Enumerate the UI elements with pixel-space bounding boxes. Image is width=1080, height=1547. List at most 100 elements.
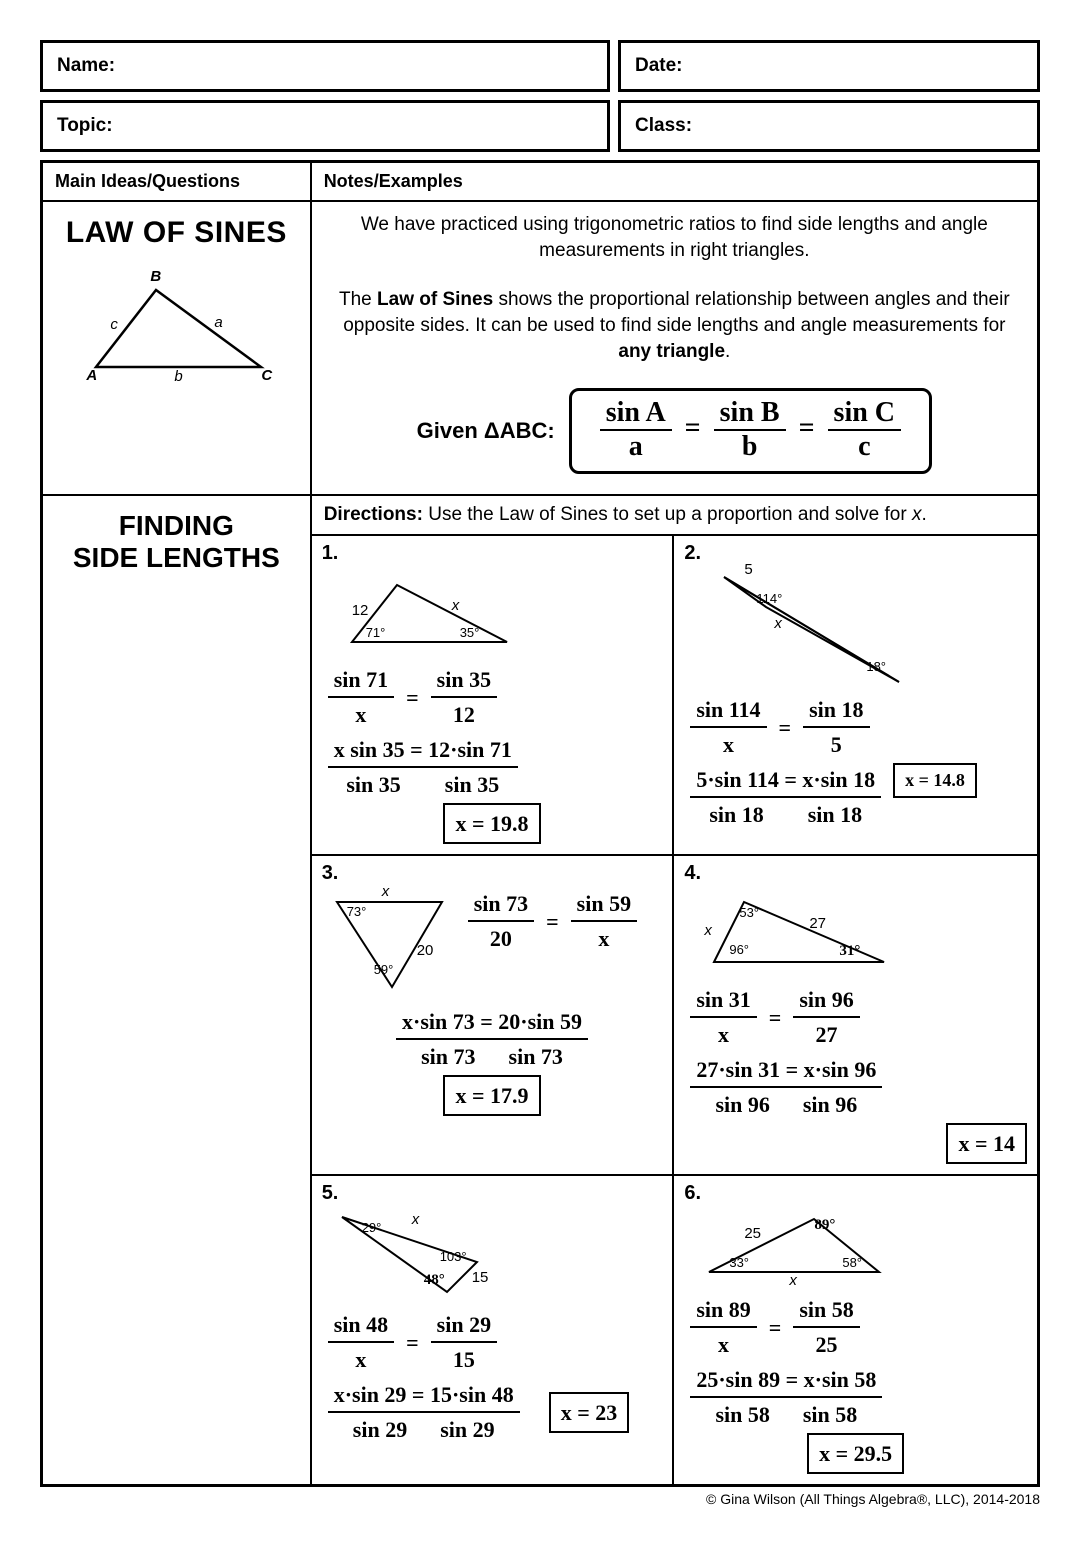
p3-num: 3. — [322, 862, 339, 884]
f2-den: b — [736, 431, 764, 463]
topic-field: Topic: — [40, 100, 610, 152]
eq2: = — [799, 413, 815, 444]
p5-side2: x — [412, 1211, 420, 1228]
p2-side2: x — [774, 615, 782, 632]
p3-work: sin 7320 = sin 59x — [462, 885, 643, 1003]
p3-pr-den: x — [592, 922, 615, 955]
finding-title-2: SIDE LENGTHS — [49, 542, 304, 574]
problem-6: 6. 25 x 89° 33° 58° sin 89x = — [674, 1176, 1037, 1484]
p1-work: sin 71x = sin 3512 x sin 35 = 12·sin 71 … — [322, 663, 663, 844]
p1-l2r: 12·sin 71 — [428, 737, 512, 762]
p2-pl-den: x — [717, 728, 740, 761]
p4-pr-den: 27 — [810, 1018, 844, 1051]
class-field: Class: — [618, 100, 1040, 152]
intro-bold2: any triangle — [618, 341, 725, 362]
copyright-footer: © Gina Wilson (All Things Algebra®, LLC)… — [40, 1491, 1040, 1507]
p3-side1: 20 — [417, 942, 434, 959]
p2-work: sin 114x = sin 185 5·sin 114 = x·sin 18 … — [684, 693, 1027, 831]
p4-answer: x = 14 — [946, 1123, 1027, 1164]
p1-pl-num: sin 71 — [328, 663, 394, 698]
p2-triangle: 5 x 114° 18° — [684, 567, 1027, 687]
p6-side1: 25 — [744, 1225, 761, 1242]
p6-num: 6. — [684, 1182, 701, 1204]
given-line: Given ΔABC: sin Aa = sin Bb = sin Cc — [312, 378, 1037, 494]
problem-5: 5. x 15 29° 103° 48° sin 48x — [312, 1176, 675, 1484]
date-field: Date: — [618, 40, 1040, 92]
p6-l3r: sin 58 — [803, 1402, 857, 1427]
p2-l2: 5·sin 114 = x·sin 18 — [690, 763, 881, 798]
p1-ang2: 35° — [460, 625, 480, 640]
p1-triangle: 12 x 71° 35° — [322, 567, 663, 657]
p4-l3l: sin 96 — [715, 1092, 769, 1117]
name-field: Name: — [40, 40, 610, 92]
column-headers: Main Ideas/Questions Notes/Examples — [42, 162, 1039, 202]
p5-pl-den: x — [349, 1343, 372, 1376]
finding-title-1: FINDING — [49, 510, 304, 542]
p1-num: 1. — [322, 542, 339, 564]
p5-answer: x = 23 — [549, 1392, 630, 1433]
p4-side2: x — [704, 922, 712, 939]
p6-work: sin 89x = sin 5825 25·sin 89 = x·sin 58 … — [684, 1293, 1027, 1474]
intro-text-1: We have practiced using trigonometric ra… — [312, 202, 1037, 277]
side-c: c — [110, 316, 118, 333]
problem-4: 4. x 27 53° 96° 31° sin 31x = — [674, 856, 1037, 1176]
intro-text-2: The Law of Sines shows the proportional … — [312, 277, 1037, 378]
p6-answer: x = 29.5 — [807, 1433, 904, 1474]
directions-text: Use the Law of Sines to set up a proport… — [423, 504, 912, 525]
p4-ang1: 53° — [739, 905, 759, 920]
main-table: Main Ideas/Questions Notes/Examples LAW … — [40, 160, 1040, 1487]
finding-right-cell: Directions: Use the Law of Sines to set … — [311, 495, 1039, 1486]
p4-l3r: sin 96 — [803, 1092, 857, 1117]
directions-label: Directions: — [324, 504, 423, 525]
p5-ang1: 29° — [362, 1220, 382, 1235]
f1-den: a — [623, 431, 649, 463]
p5-pl-num: sin 48 — [328, 1308, 394, 1343]
p6-triangle: 25 x 89° 33° 58° — [684, 1207, 1027, 1287]
law-of-sines-row: LAW OF SINES B A C a b c We have p — [42, 201, 1039, 495]
problem-1: 1. 12 x 71° 35° sin 71x = s — [312, 536, 675, 856]
vertex-A: A — [86, 367, 97, 384]
p6-ang3: 58° — [842, 1255, 862, 1270]
finding-row: FINDING SIDE LENGTHS Directions: Use the… — [42, 495, 1039, 1486]
p1-l2l: x sin 35 = — [334, 737, 423, 762]
intro-pre: The — [339, 289, 377, 310]
p2-answer: x = 14.8 — [893, 763, 977, 798]
p6-ang1: 89° — [814, 1217, 835, 1234]
side-b: b — [174, 368, 182, 385]
p6-pl-den: x — [712, 1328, 735, 1361]
p4-side1: 27 — [809, 915, 826, 932]
f1-num: sin A — [600, 397, 672, 431]
vertex-C: C — [261, 367, 272, 384]
p1-pr-num: sin 35 — [431, 663, 497, 698]
p3-l3r: sin 73 — [509, 1044, 563, 1069]
p4-triangle: x 27 53° 96° 31° — [684, 887, 1027, 977]
p3-l2: x·sin 73 = 20·sin 59 — [396, 1005, 588, 1040]
p2-pl-num: sin 114 — [690, 693, 766, 728]
f3-num: sin C — [828, 397, 901, 431]
p5-l3r: sin 29 — [440, 1417, 494, 1442]
p4-ang3: 31° — [839, 943, 860, 960]
directions-post: . — [921, 504, 926, 525]
p2-side1: 5 — [744, 561, 752, 578]
p2-pr-den: 5 — [825, 728, 848, 761]
p1-l3l: sin 35 — [346, 772, 400, 797]
law-formula-box: sin Aa = sin Bb = sin Cc — [569, 388, 932, 474]
p6-pr-num: sin 58 — [793, 1293, 859, 1328]
p3-pr-num: sin 59 — [571, 887, 637, 922]
p6-pl-num: sin 89 — [690, 1293, 756, 1328]
p5-ang2: 103° — [440, 1249, 467, 1264]
p6-side2: x — [789, 1272, 797, 1289]
p2-ang1: 114° — [756, 591, 782, 606]
problem-2: 2. 5 x 114° 18° sin 114x = — [674, 536, 1037, 856]
p1-pr-den: 12 — [447, 698, 481, 731]
p1-pl-den: x — [349, 698, 372, 731]
col-left-header: Main Ideas/Questions — [42, 162, 311, 202]
p3-triangle: x 20 73° 59° — [322, 887, 452, 997]
eq1: = — [685, 413, 701, 444]
p6-l2: 25·sin 89 = x·sin 58 — [690, 1363, 882, 1398]
p4-l2: 27·sin 31 = x·sin 96 — [690, 1053, 882, 1088]
intro-bold1: Law of Sines — [377, 289, 493, 310]
p3-answer: x = 17.9 — [443, 1075, 540, 1116]
p1-side1: 12 — [352, 602, 369, 619]
p2-l3l: sin 18 — [709, 802, 763, 827]
